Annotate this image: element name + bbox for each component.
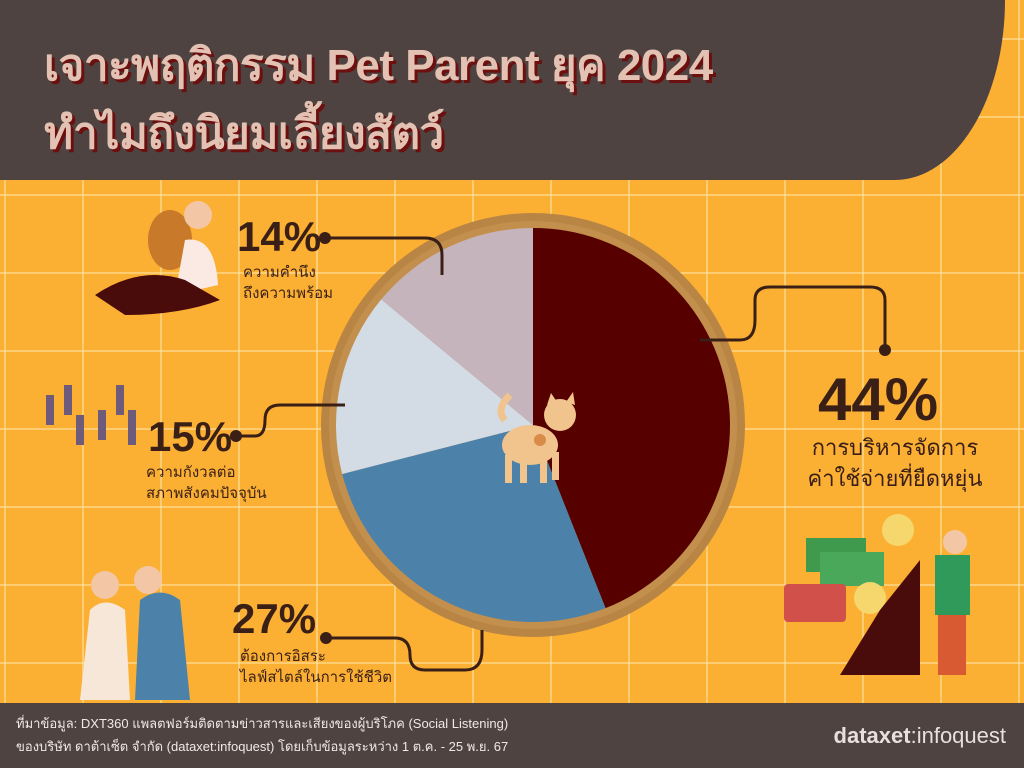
caption-14: ความคำนึง ถึงความพร้อม [243, 262, 333, 304]
source-line-1: ที่มาข้อมูล: DXT360 แพลตฟอร์มติดตามข่าวส… [16, 716, 509, 731]
connector-15 [235, 403, 345, 438]
connector-44 [700, 285, 887, 350]
dot-44 [879, 344, 891, 356]
caption-15: ความกังวลต่อ สภาพสังคมปัจจุบัน [146, 462, 267, 504]
pie-slice-27 [342, 425, 606, 622]
source-line-2: ของบริษัท ดาต้าเซ็ต จำกัด (dataxet:infoq… [16, 739, 509, 754]
connector-27 [327, 630, 484, 672]
dataxet-logo: dataxet:infoquest [834, 723, 1006, 749]
pct-label-14: 14% [237, 213, 322, 260]
money-bills-illustration [784, 514, 970, 675]
caption-15-line2: สภาพสังคมปัจจุบัน [146, 485, 267, 502]
caption-44-line1: การบริหารจัดการ [811, 435, 979, 460]
caption-27-line2: ไลฟ์สไตล์ในการใช้ชีวิต [240, 669, 392, 686]
header-banner: เจาะพฤติกรรม Pet Parent ยุค 2024 ทำไมถึง… [0, 0, 1005, 180]
caption-44: การบริหารจัดการ ค่าใช้จ่ายที่ยืดหยุ่น [790, 432, 1000, 494]
caption-15-line1: ความกังวลต่อ [146, 464, 236, 481]
caption-27-line1: ต้องการอิสระ [240, 648, 326, 665]
dot-14 [319, 232, 331, 244]
dot-15 [230, 430, 242, 442]
pie-slice-14 [381, 228, 533, 425]
pie-slice-15 [336, 299, 533, 474]
pie-slice-44 [533, 228, 730, 609]
dot-27 [320, 632, 332, 644]
caption-14-line1: ความคำนึง [243, 264, 316, 281]
pct-label-15: 15% [148, 413, 233, 460]
pct-label-27: 27% [232, 595, 317, 642]
caption-44-line2: ค่าใช้จ่ายที่ยืดหยุ่น [807, 466, 983, 491]
connector-14 [327, 236, 444, 275]
crowd-illustration [46, 385, 136, 445]
cat-illustration [497, 392, 576, 483]
couple-illustration [80, 566, 190, 700]
title-line-2: ทำไมถึงนิยมเลี้ยงสัตว์ [44, 109, 444, 158]
caption-14-line2: ถึงความพร้อม [243, 285, 334, 302]
title-line-1: เจาะพฤติกรรม Pet Parent ยุค 2024 [44, 41, 713, 90]
footer: ที่มาข้อมูล: DXT360 แพลตฟอร์มติดตามข่าวส… [0, 703, 1024, 768]
pct-label-44: 44% [818, 366, 939, 433]
logo-light: :infoquest [910, 723, 1006, 748]
caption-27: ต้องการอิสระ ไลฟ์สไตล์ในการใช้ชีวิต [240, 646, 392, 688]
girl-with-dog-illustration [95, 201, 220, 315]
logo-bold: dataxet [833, 723, 911, 748]
